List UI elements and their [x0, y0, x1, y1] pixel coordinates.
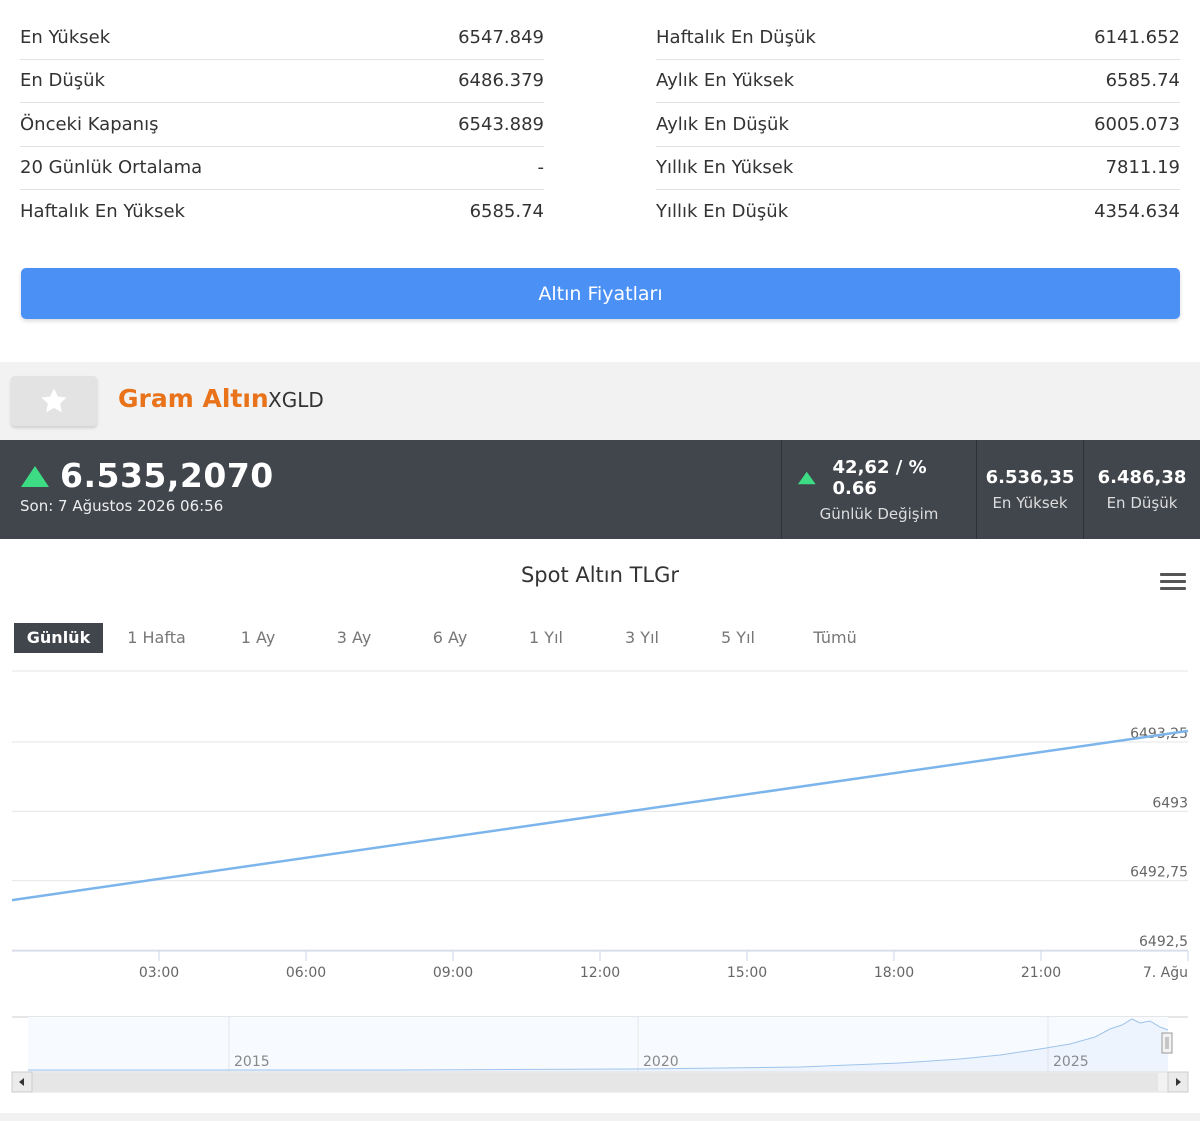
stat-value: 6585.74 — [469, 201, 544, 223]
stat-label: En Yüksek — [20, 26, 111, 48]
stat-row: En Düşük 6486.379 — [20, 60, 544, 103]
stat-value: 6486.379 — [458, 70, 544, 92]
range-button[interactable]: 6 Ay — [432, 628, 468, 647]
stat-label: Aylık En Yüksek — [656, 70, 795, 92]
stat-row: Aylık En Düşük 6005.073 — [656, 103, 1180, 147]
chart-area: 6493,25 6493 6492,75 6492,5 03:00 06:00 09:00 1… — [0, 539, 1200, 1113]
stat-label: Yıllık En Yüksek — [656, 157, 794, 179]
up-arrow-icon — [797, 471, 816, 484]
instrument-header: Gram Altın XGLD — [0, 362, 1200, 440]
stat-label: Haftalık En Yüksek — [20, 201, 185, 223]
stat-label: Yıllık En Düşük — [656, 201, 789, 223]
gold-prices-button[interactable]: Altın Fiyatları — [21, 268, 1180, 319]
stat-label: 20 Günlük Ortalama — [20, 157, 203, 179]
x-tick-label: 7. Ağu — [1143, 965, 1188, 981]
instrument-title: Gram Altın — [118, 384, 269, 413]
navigator-window — [28, 1017, 1168, 1072]
scrollbar-thumb[interactable] — [32, 1073, 1158, 1091]
x-tick-label: 12:00 — [580, 965, 620, 981]
day-high-cell: 6.536,35 En Yüksek — [976, 440, 1083, 539]
range-button[interactable]: 1 Hafta — [127, 628, 186, 647]
favorite-button[interactable] — [11, 376, 97, 426]
price-main: 6.535,2070 — [20, 456, 274, 495]
stat-row: Yıllık En Düşük 4354.634 — [656, 190, 1180, 234]
stats-section: En Yüksek 6547.849 En Düşük 6486.379 Önceki … — [0, 0, 1200, 362]
navigator-year-label: 2020 — [643, 1054, 679, 1070]
chart-menu-icon[interactable] — [1160, 573, 1186, 593]
range-button[interactable]: Tümü — [813, 628, 857, 647]
y-tick-label: 6493 — [1152, 795, 1188, 811]
x-tick-label: 03:00 — [139, 965, 179, 981]
daily-change-cell: 42,62 / % 0.66 Günlük Değişim — [781, 440, 976, 539]
price-bar: 6.535,2070 Son: 7 Ağustos 2026 06:56 42,… — [0, 440, 1200, 539]
stats-column-left: En Yüksek 6547.849 En Düşük 6486.379 Önceki … — [20, 16, 544, 234]
last-update-time: Son: 7 Ağustos 2026 06:56 — [20, 497, 224, 515]
day-low-value: 6.486,38 — [1097, 467, 1187, 488]
x-tick-label: 21:00 — [1021, 965, 1061, 981]
stat-row: Önceki Kapanış 6543.889 — [20, 103, 544, 147]
range-button[interactable]: Günlük — [14, 623, 103, 653]
daily-change-label: Günlük Değişim — [819, 504, 939, 523]
stat-value: - — [537, 157, 545, 179]
day-high-value: 6.536,35 — [985, 467, 1075, 488]
stat-row: Aylık En Yüksek 6585.74 — [656, 60, 1180, 103]
stat-value: 6141.652 — [1094, 26, 1180, 48]
stat-label: Haftalık En Düşük — [656, 26, 816, 48]
day-high-label: En Yüksek — [992, 494, 1068, 512]
range-button[interactable]: 5 Yıl — [721, 628, 755, 647]
stat-value: 7811.19 — [1105, 157, 1180, 179]
daily-change-value: 42,62 / % 0.66 — [832, 456, 927, 499]
stat-value: 6585.74 — [1105, 70, 1180, 92]
chevron-right-icon — [1176, 1078, 1181, 1086]
stat-row: Haftalık En Düşük 6141.652 — [656, 16, 1180, 60]
stat-value: 6543.889 — [458, 113, 544, 135]
x-tick-label: 15:00 — [727, 965, 767, 981]
stats-column-right: Haftalık En Düşük 6141.652 Aylık En Yüksek… — [656, 16, 1180, 234]
stat-row: 20 Günlük Ortalama - — [20, 147, 545, 190]
series-line — [11, 729, 1189, 902]
up-arrow-icon — [21, 465, 49, 487]
navigator-handle — [1161, 1032, 1173, 1054]
stat-row: Yıllık En Yüksek 7811.19 — [656, 147, 1180, 190]
x-tick-label: 09:00 — [433, 965, 473, 981]
y-tick-label: 6492,75 — [1130, 865, 1188, 881]
instrument-symbol: XGLD — [268, 388, 324, 412]
stat-row: En Yüksek 6547.849 — [20, 16, 544, 60]
current-price: 6.535,2070 — [60, 456, 274, 495]
range-selector: Günlük 1 Hafta 1 Ay 3 Ay 6 Ay 1 Yıl 3 Yıl 5 Yıl… — [14, 623, 884, 653]
day-low-cell: 6.486,38 En Düşük — [1083, 440, 1200, 539]
day-low-label: En Düşük — [1106, 494, 1178, 512]
stat-value: 4354.634 — [1094, 201, 1180, 223]
x-tick-label: 06:00 — [286, 965, 326, 981]
navigator-line — [28, 1018, 1169, 1071]
range-button[interactable]: 1 Yıl — [529, 628, 563, 647]
y-tick-label: 6492,5 — [1139, 934, 1188, 950]
stat-label: Aylık En Düşük — [656, 113, 789, 135]
price-stat-cells: 42,62 / % 0.66 Günlük Değişim 6.536,35 E… — [781, 440, 1200, 539]
chevron-left-icon — [19, 1078, 24, 1086]
stat-label: En Düşük — [20, 70, 105, 92]
chart-title: Spot Altın TLGr — [520, 563, 680, 587]
range-button[interactable]: 3 Yıl — [625, 628, 659, 647]
star-icon — [41, 388, 67, 413]
stat-value: 6547.849 — [458, 26, 544, 48]
bottom-divider — [0, 1113, 1200, 1121]
stat-row: Haftalık En Yüksek 6585.74 — [20, 190, 544, 234]
range-button[interactable]: 3 Ay — [336, 628, 372, 647]
x-tick-label: 18:00 — [874, 965, 914, 981]
stat-label: Önceki Kapanış — [20, 113, 159, 135]
range-button[interactable]: 1 Ay — [240, 628, 276, 647]
navigator-year-label: 2015 — [234, 1054, 270, 1070]
navigator-year-label: 2025 — [1053, 1054, 1089, 1070]
stat-value: 6005.073 — [1094, 113, 1180, 135]
navigator-area — [28, 1019, 1168, 1072]
